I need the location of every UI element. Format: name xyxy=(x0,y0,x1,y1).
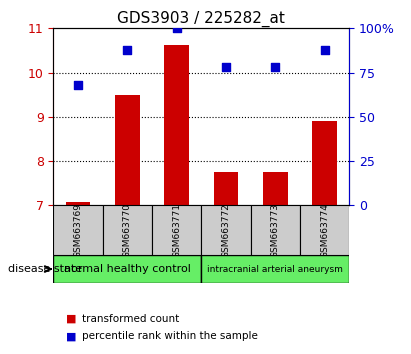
Text: GSM663773: GSM663773 xyxy=(271,202,280,258)
Text: ■: ■ xyxy=(66,331,76,341)
Bar xyxy=(201,205,251,255)
Text: GSM663772: GSM663772 xyxy=(222,202,231,258)
Text: percentile rank within the sample: percentile rank within the sample xyxy=(82,331,258,341)
Title: GDS3903 / 225282_at: GDS3903 / 225282_at xyxy=(118,11,285,27)
Point xyxy=(272,64,279,70)
Bar xyxy=(53,255,201,283)
Point xyxy=(173,25,180,31)
Point xyxy=(75,82,81,88)
Text: disease state: disease state xyxy=(8,264,82,274)
Bar xyxy=(312,121,337,205)
Text: transformed count: transformed count xyxy=(82,314,180,324)
Bar xyxy=(152,205,201,255)
Point xyxy=(321,47,328,52)
Text: GSM663769: GSM663769 xyxy=(74,202,83,258)
Text: GSM663770: GSM663770 xyxy=(123,202,132,258)
Bar xyxy=(66,202,90,205)
Point xyxy=(124,47,131,52)
Bar xyxy=(53,205,103,255)
Bar xyxy=(263,172,288,205)
Text: normal healthy control: normal healthy control xyxy=(64,264,191,274)
Bar xyxy=(300,205,349,255)
Text: GSM663771: GSM663771 xyxy=(172,202,181,258)
Bar xyxy=(103,205,152,255)
Bar xyxy=(164,45,189,205)
Text: ■: ■ xyxy=(66,314,76,324)
Text: intracranial arterial aneurysm: intracranial arterial aneurysm xyxy=(208,264,343,274)
Bar xyxy=(201,255,349,283)
Point xyxy=(223,64,229,70)
Bar xyxy=(251,205,300,255)
Bar xyxy=(214,172,238,205)
Text: GSM663774: GSM663774 xyxy=(320,202,329,258)
Bar xyxy=(115,95,140,205)
